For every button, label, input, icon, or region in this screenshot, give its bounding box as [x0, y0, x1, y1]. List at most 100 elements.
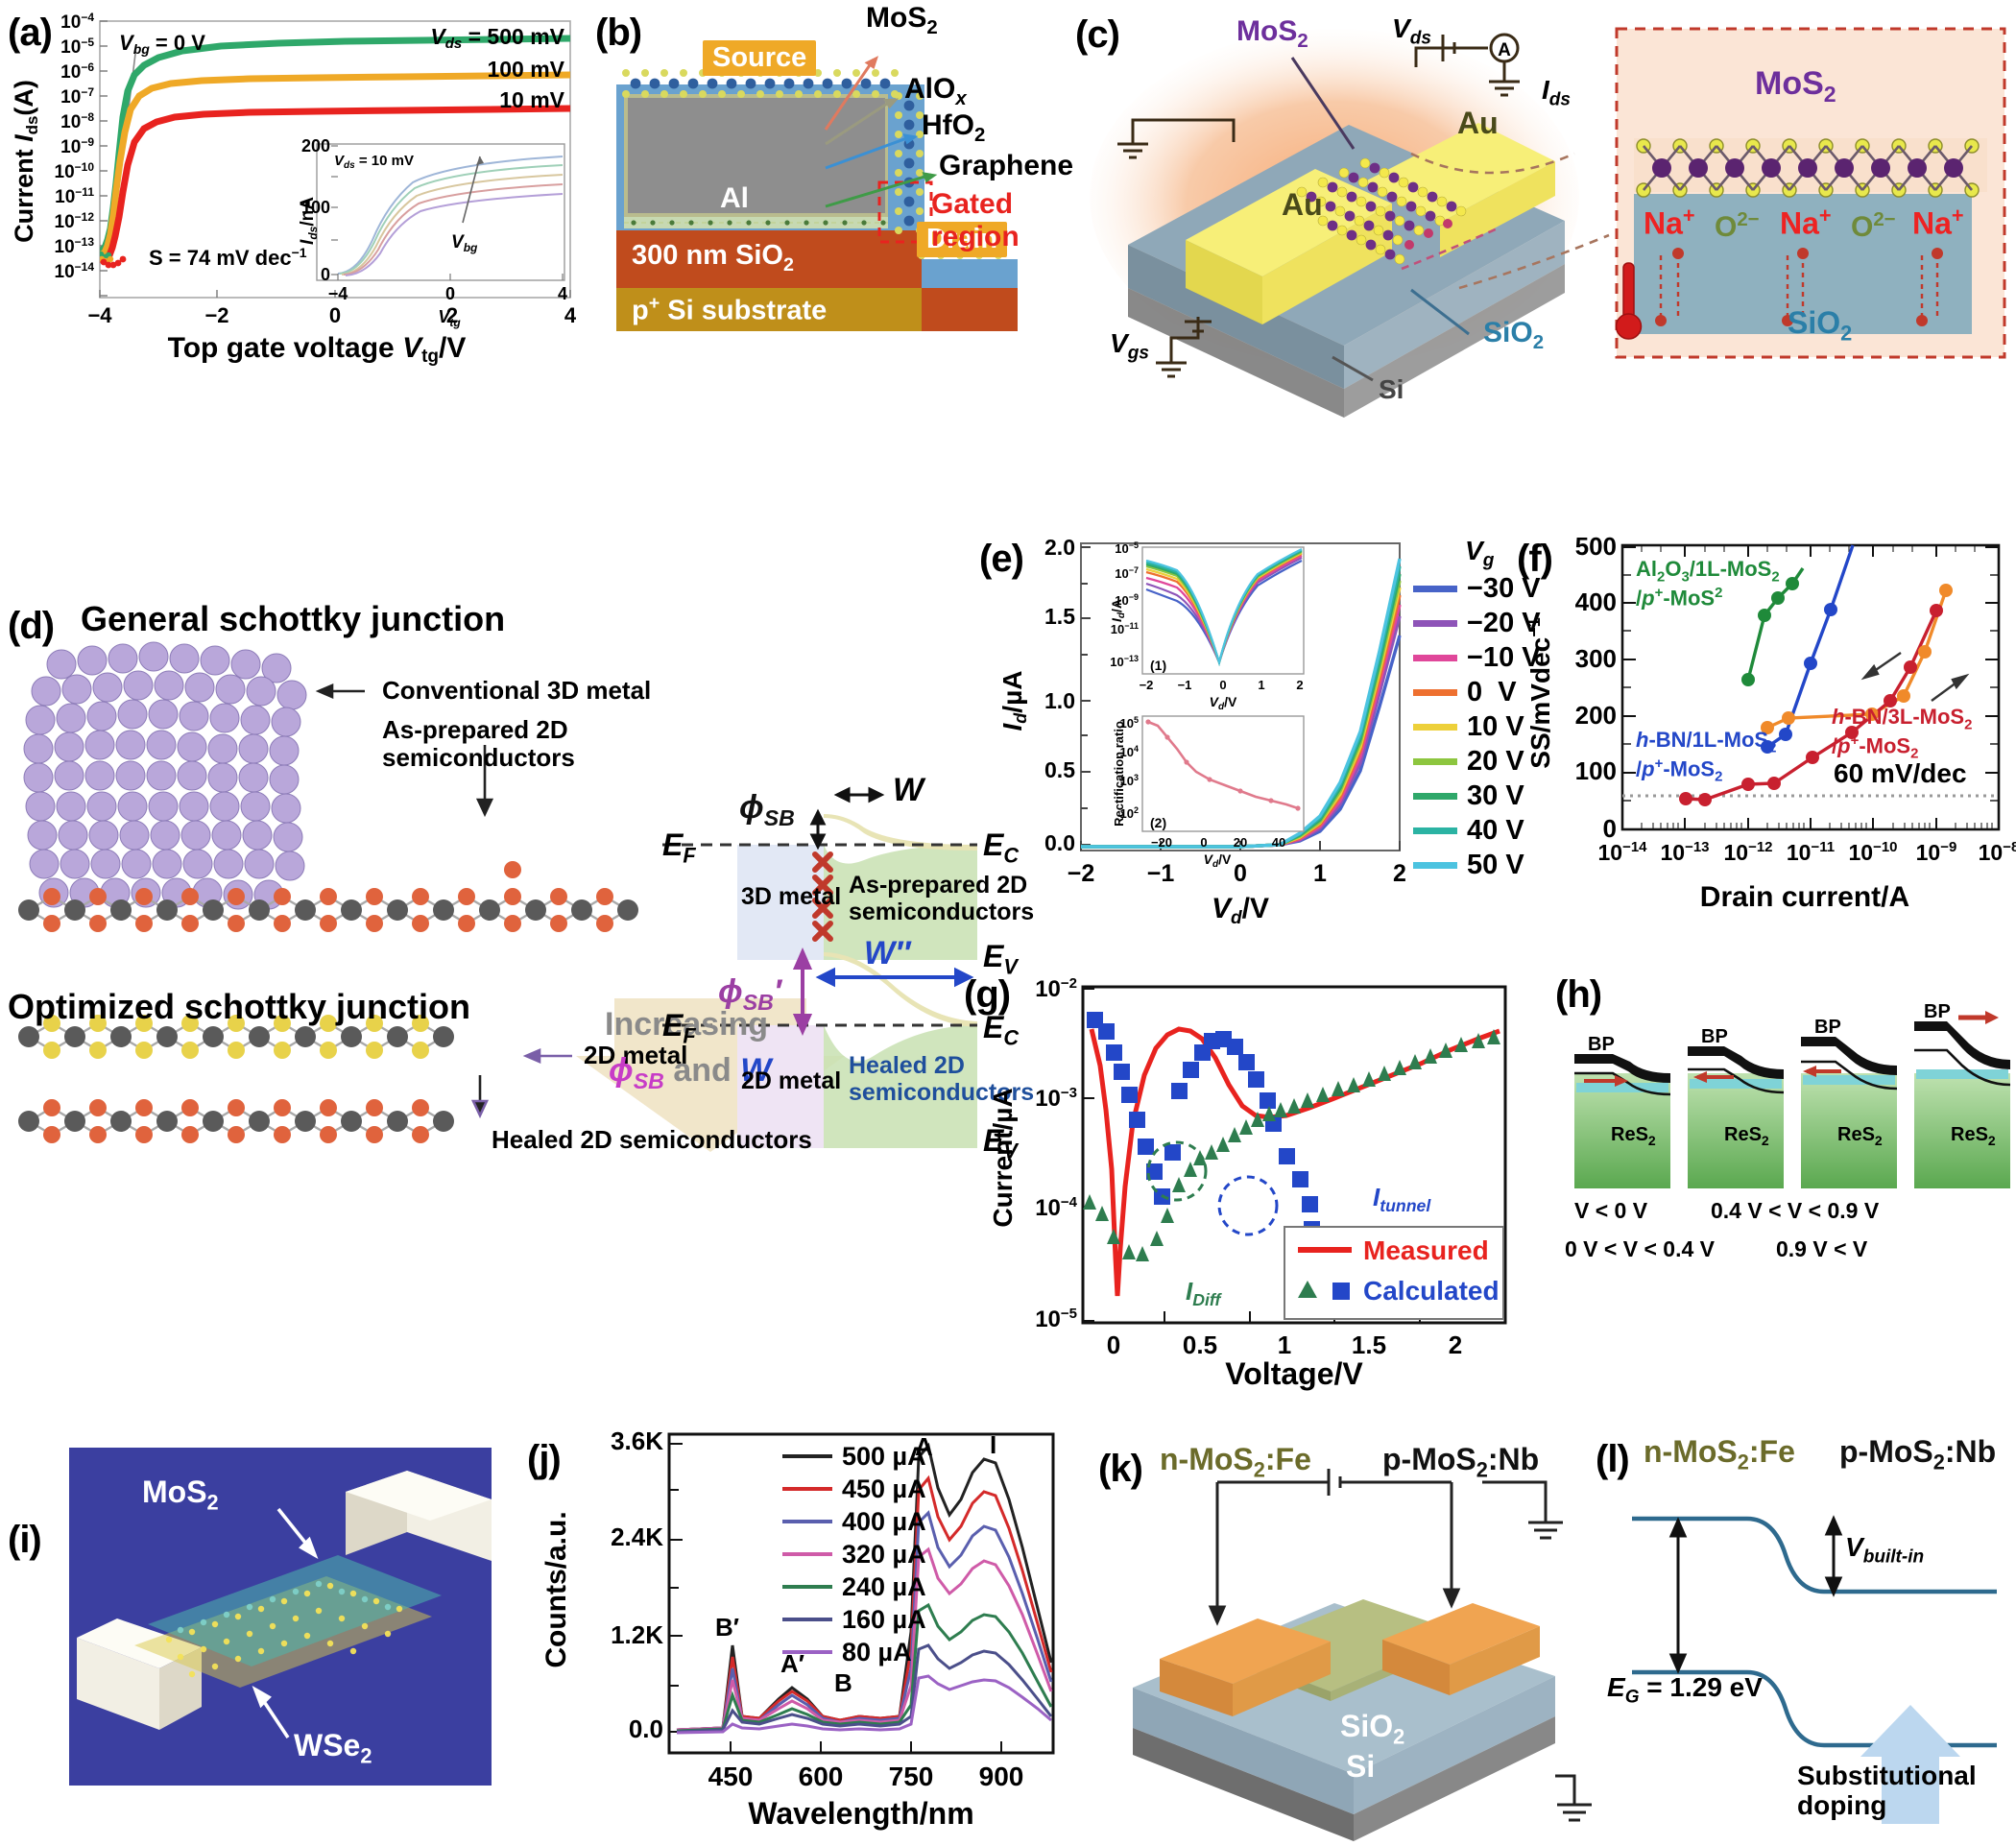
- panel-k: (k) n-MoS2:Fe p-MoS2:Nb: [1094, 1411, 1594, 1843]
- legend-swatch: [1413, 758, 1457, 766]
- svg-text:10−10: 10−10: [55, 160, 95, 182]
- w-top-label: W: [893, 772, 924, 808]
- svg-text:600: 600: [799, 1762, 844, 1791]
- 2d-metal-band-label: 2D metal: [741, 1067, 842, 1094]
- panel-j-legend-item: 500 µA: [782, 1440, 926, 1473]
- thermometer-icon: [1615, 262, 1643, 340]
- panel-j-legend-item: 240 µA: [782, 1570, 926, 1603]
- panel-c-device: A: [1090, 29, 1610, 418]
- panel-g-xlabel: Voltage/V: [1225, 1356, 1363, 1391]
- svg-text:0.5: 0.5: [1183, 1331, 1217, 1359]
- svg-text:0.0: 0.0: [1044, 830, 1075, 855]
- panel-k-right-title: p-MoS2:Nb: [1382, 1442, 1540, 1482]
- svg-text:2.4K: 2.4K: [611, 1522, 663, 1551]
- svg-text:100: 100: [301, 198, 330, 217]
- svg-text:4: 4: [564, 303, 577, 327]
- svg-text:Vds = 10 mV: Vds = 10 mV: [334, 153, 414, 171]
- panel-j-legend-item: 400 µA: [782, 1505, 926, 1538]
- svg-text:1: 1: [1313, 860, 1327, 887]
- svg-text:4: 4: [558, 284, 567, 303]
- inset-ion-o2: O2−: [1851, 209, 1896, 243]
- svg-text:2: 2: [446, 303, 458, 327]
- panel-h-caption-1: V < 0 V: [1574, 1198, 1648, 1223]
- conventional-3d-metal-label: Conventional 3D metal: [382, 676, 652, 705]
- legend-swatch: [1413, 586, 1457, 593]
- svg-text:0.5: 0.5: [1044, 757, 1075, 782]
- panel-f-limit-annotation: 60 mV/dec: [1834, 758, 1967, 788]
- panel-l-tag: (l): [1596, 1438, 1630, 1480]
- svg-text:10−9: 10−9: [60, 135, 94, 157]
- panel-f-red-annotation: h-BN/3L-MoS2/p+-MoS2: [1832, 705, 1973, 763]
- panel-l: (l) n-MoS2:Fe p-MoS2:Nb Vbuilt-in EG = 1…: [1594, 1411, 2016, 1843]
- panel-e-legend-item: −10 V: [1413, 641, 1541, 676]
- panel-i-mos2-label: MoS2: [142, 1474, 219, 1515]
- svg-text:10−11: 10−11: [1787, 839, 1835, 865]
- w-double-prime-label: W″: [864, 935, 911, 971]
- svg-text:10−8: 10−8: [60, 110, 94, 132]
- svg-text:BP: BP: [1924, 1001, 1951, 1022]
- and-text: and: [673, 1052, 732, 1089]
- panel-e-legend-title: Vg: [1465, 536, 1495, 571]
- inset-ion-na2: Na+: [1780, 204, 1832, 241]
- legend-swatch: [1413, 793, 1457, 801]
- panel-f-xlabel: Drain current/A: [1700, 881, 1909, 913]
- svg-text:−2: −2: [1140, 678, 1154, 692]
- inset-mos2-label: MoS2: [1755, 65, 1836, 107]
- svg-text:0: 0: [1234, 860, 1247, 887]
- panel-e-legend-item: 20 V: [1413, 745, 1541, 779]
- panel-e: (e) 2.0 1.5 1.0 0.5 0.0 −2 −1 0 1 2: [979, 528, 1541, 931]
- panel-g-chart: 10−2 10−3 10−4 10−5 0 0.5 1 1.5 2: [988, 975, 1507, 1391]
- panel-d-title-top: General schottky junction: [81, 599, 506, 638]
- panel-i-wse2-label: WSe2: [294, 1728, 372, 1768]
- ec-bottom-label: EC: [983, 1010, 1020, 1050]
- svg-text:900: 900: [979, 1762, 1024, 1791]
- panel-l-band: [1632, 1515, 1997, 1824]
- panel-c-tag: (c): [1075, 13, 1120, 56]
- inset-sio2-label: SiO2: [1788, 305, 1853, 346]
- svg-text:450: 450: [708, 1762, 754, 1791]
- panel-k-si-label: Si: [1346, 1749, 1376, 1784]
- svg-text:1.0: 1.0: [1044, 688, 1075, 713]
- svg-text:2: 2: [1393, 860, 1406, 887]
- 3d-metal-band-label: 3D metal: [741, 883, 842, 910]
- svg-text:0: 0: [1603, 814, 1617, 843]
- panel-f-blue-annotation: h-BN/1L-MoS2/p+-MoS2: [1636, 728, 1777, 786]
- svg-text:1: 1: [1258, 678, 1264, 692]
- legend-swatch: [782, 1650, 832, 1654]
- peak-label-b: B: [834, 1668, 852, 1697]
- panel-k-left-title: n-MoS2:Fe: [1160, 1442, 1311, 1482]
- substitutional-doping-arrow: [1860, 1705, 1960, 1824]
- panel-i-device: [69, 1448, 492, 1786]
- panel-i-tag: (i): [8, 1519, 42, 1561]
- panel-g-legend-measured: Measured: [1363, 1235, 1489, 1265]
- svg-text:10−4: 10−4: [1035, 1194, 1077, 1221]
- panel-c-sio2-label: SiO2: [1483, 317, 1545, 353]
- svg-text:2.0: 2.0: [1044, 535, 1075, 560]
- panel-b: (b): [595, 0, 1018, 374]
- legend-label: 400 µA: [842, 1506, 926, 1536]
- panel-d-tag: (d): [8, 605, 55, 647]
- panel-e-legend-item: 30 V: [1413, 779, 1541, 814]
- panel-e-legend-item: −20 V: [1413, 607, 1541, 641]
- svg-text:10−2: 10−2: [1035, 975, 1077, 1002]
- svg-text:0: 0: [445, 284, 455, 303]
- legend-label: 50 V: [1467, 850, 1524, 881]
- svg-text:ReS2: ReS2: [1951, 1124, 1996, 1148]
- healed-band-label: Healed 2D semiconductors: [849, 1052, 1035, 1106]
- panel-h-caption-2: 0 V < V < 0.4 V: [1565, 1236, 1715, 1261]
- panel-e-legend-item: −30 V: [1413, 572, 1541, 607]
- legend-label: −30 V: [1467, 573, 1541, 605]
- as-prepared-band-label: As-prepared 2D semiconductors: [849, 872, 1035, 925]
- legend-label: 500 µA: [842, 1441, 926, 1471]
- inset-ion-na3: Na+: [1912, 204, 1964, 241]
- legend-swatch: [782, 1520, 832, 1523]
- legend-label: 10 V: [1467, 711, 1524, 743]
- svg-text:100 mV: 100 mV: [487, 57, 564, 82]
- panel-j-legend-item: 80 µA: [782, 1636, 926, 1668]
- svg-text:BP: BP: [1814, 1017, 1841, 1038]
- panel-k-sio2-label: SiO2: [1340, 1709, 1405, 1749]
- panel-l-vbuiltin-label: Vbuilt-in: [1845, 1532, 1925, 1568]
- phi-sb-symbol: ϕSB: [609, 1052, 664, 1093]
- panel-h: (h) BP ReS2 BP ReS2: [1555, 970, 2016, 1354]
